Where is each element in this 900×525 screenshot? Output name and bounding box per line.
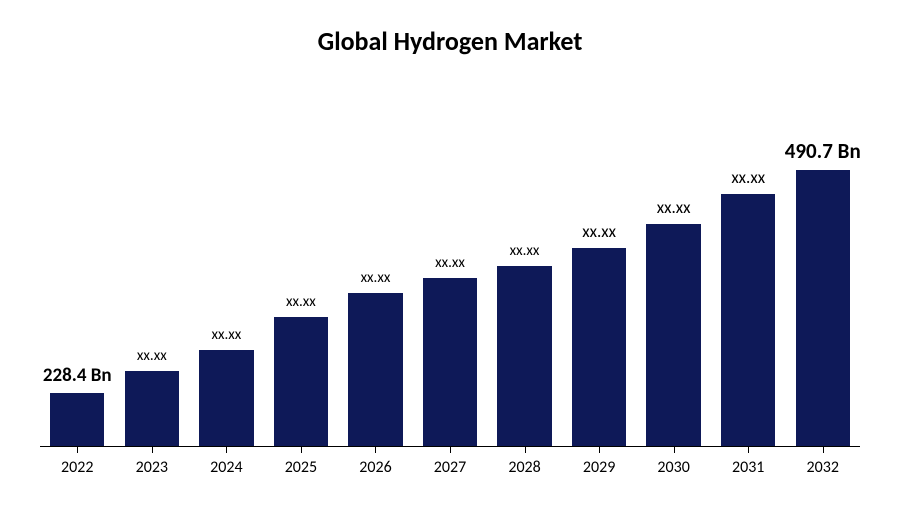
bar-group: xx.xx	[636, 117, 711, 446]
tick-mark	[226, 446, 227, 453]
bar-group: xx.xx	[189, 117, 264, 446]
plot-area: 228.4 Bn xx.xx xx.xx xx.xx xx.xx xx.xx xx.xx xx…	[40, 117, 860, 447]
bar-value-label: xx.xx	[657, 197, 691, 218]
bar-group: xx.xx	[115, 117, 190, 446]
tick-mark	[450, 446, 451, 453]
bar-value-label: xx.xx	[211, 326, 241, 344]
bar	[721, 194, 775, 446]
bar	[199, 350, 253, 446]
x-axis-label: 2028	[487, 458, 562, 477]
tick-mark	[525, 446, 526, 453]
x-axis-label: 2023	[115, 458, 190, 477]
x-axis: 2022202320242025202620272028202920302031…	[40, 458, 860, 477]
bar-group: xx.xx	[264, 117, 339, 446]
tick-mark	[152, 446, 153, 453]
bar-group: xx.xx	[487, 117, 562, 446]
bar	[125, 371, 179, 446]
bar-group: 228.4 Bn	[40, 117, 115, 446]
x-axis-label: 2030	[636, 458, 711, 477]
x-axis-label: 2026	[338, 458, 413, 477]
x-axis-label: 2029	[562, 458, 637, 477]
bar-value-label: xx.xx	[510, 242, 540, 260]
x-axis-label: 2022	[40, 458, 115, 477]
bar	[796, 170, 850, 446]
tick-mark	[77, 446, 78, 453]
bar-value-label: 490.7 Bn	[785, 138, 861, 164]
chart-title: Global Hydrogen Market	[0, 0, 900, 67]
bar-value-label: xx.xx	[361, 269, 391, 287]
bar-value-label: xx.xx	[435, 254, 465, 272]
bar	[646, 224, 700, 446]
tick-mark	[375, 446, 376, 453]
bar-group: xx.xx	[562, 117, 637, 446]
bar-value-label: xx.xx	[582, 221, 616, 242]
tick-mark	[674, 446, 675, 453]
bar-group: 490.7 Bn	[785, 117, 860, 446]
bar	[274, 317, 328, 446]
bar-group: xx.xx	[413, 117, 488, 446]
x-axis-label: 2027	[413, 458, 488, 477]
chart-container: 228.4 Bn xx.xx xx.xx xx.xx xx.xx xx.xx xx.xx xx…	[0, 67, 900, 487]
tick-mark	[748, 446, 749, 453]
tick-mark	[301, 446, 302, 453]
bar-group: xx.xx	[338, 117, 413, 446]
x-axis-label: 2032	[785, 458, 860, 477]
bar-group: xx.xx	[711, 117, 786, 446]
bar	[423, 278, 477, 446]
x-axis-label: 2024	[189, 458, 264, 477]
bar	[497, 266, 551, 446]
bar	[572, 248, 626, 446]
bar	[50, 393, 104, 446]
x-axis-label: 2031	[711, 458, 786, 477]
x-axis-label: 2025	[264, 458, 339, 477]
tick-mark	[823, 446, 824, 453]
bar-value-label: 228.4 Bn	[43, 364, 112, 387]
bar-value-label: xx.xx	[731, 167, 765, 188]
tick-mark	[599, 446, 600, 453]
bar	[348, 293, 402, 446]
bar-value-label: xx.xx	[286, 293, 316, 311]
bars-group: 228.4 Bn xx.xx xx.xx xx.xx xx.xx xx.xx xx.xx xx…	[40, 117, 860, 446]
bar-value-label: xx.xx	[137, 347, 167, 365]
